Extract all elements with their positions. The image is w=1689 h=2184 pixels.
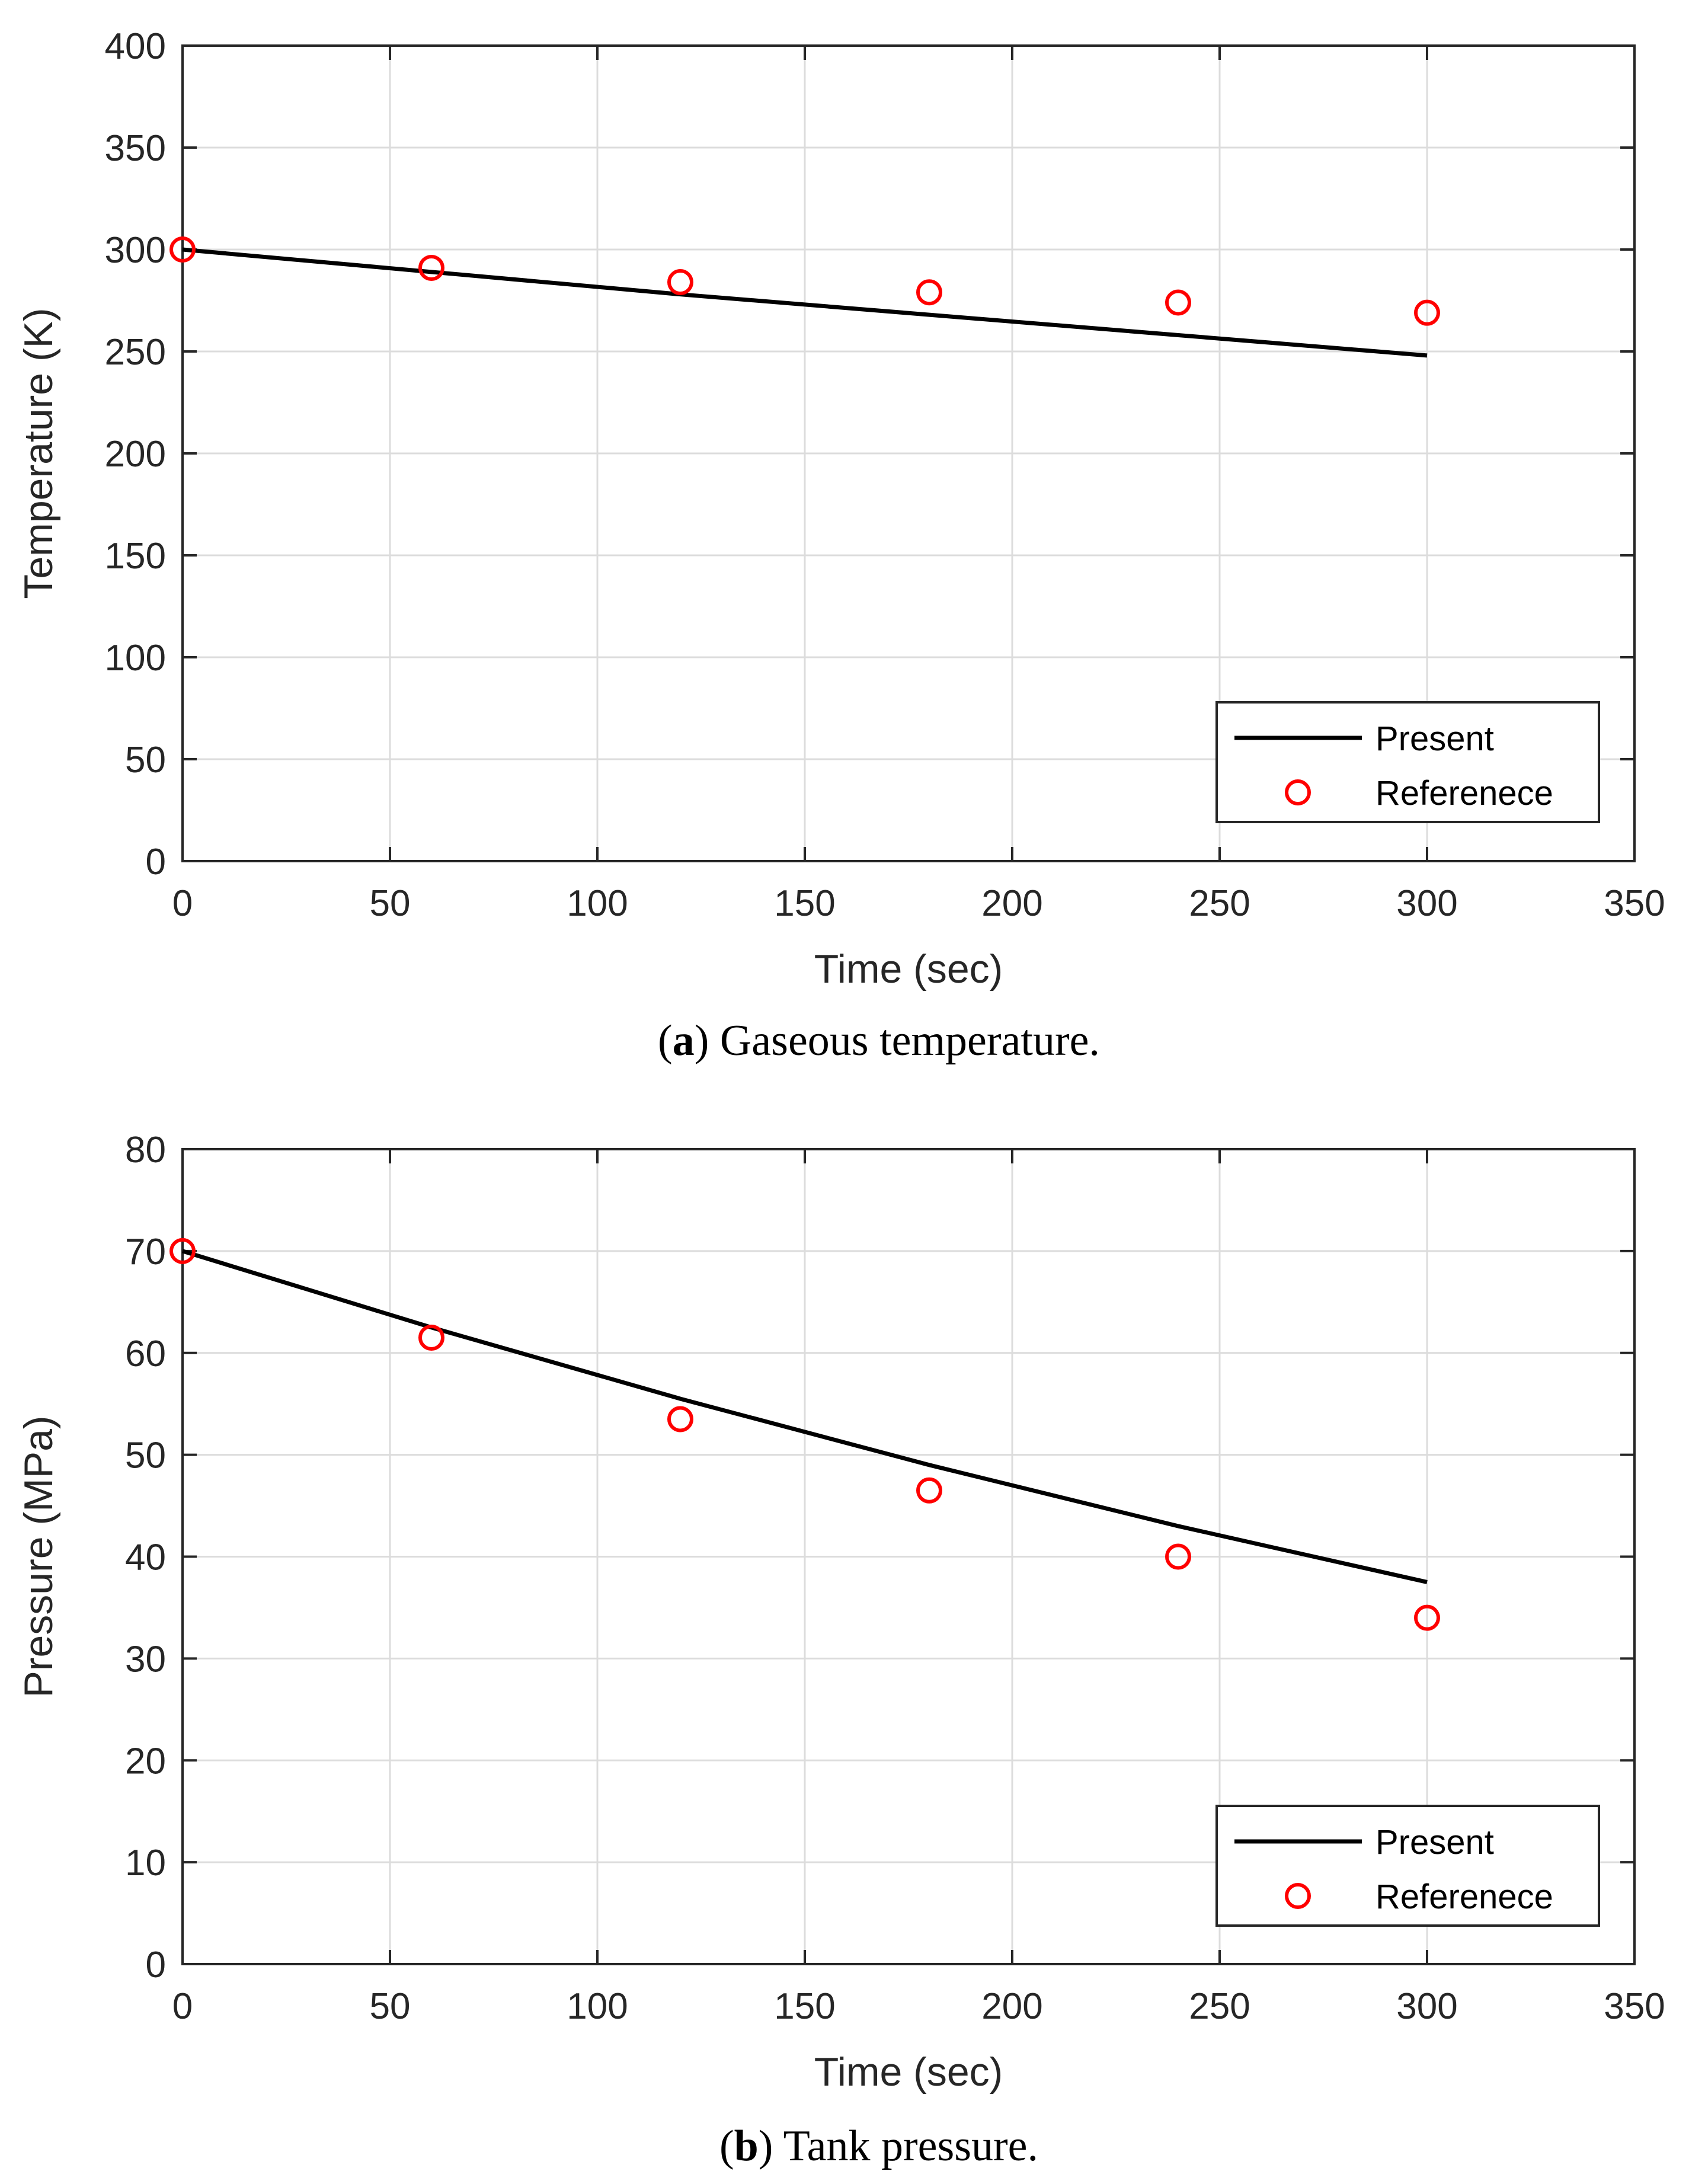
y-tick-label: 250	[105, 332, 166, 373]
reference-point	[1414, 299, 1440, 326]
x-tick-label: 300	[1396, 1986, 1457, 2027]
y-tick-label: 350	[105, 128, 166, 169]
figure-caption: (b) Tank pressure.	[719, 2122, 1038, 2170]
series-line-present	[182, 247, 1428, 358]
y-tick-label: 40	[125, 1537, 166, 1578]
reference-point	[418, 254, 444, 281]
y-tick-label: 10	[125, 1843, 166, 1884]
legend-box	[1215, 701, 1600, 823]
legend-entry-label: Referenece	[1375, 774, 1553, 813]
legend-marker-swatch	[1285, 1883, 1311, 1909]
y-tick-label: 200	[105, 434, 166, 475]
reference-point	[1165, 289, 1191, 316]
reference-point	[667, 1406, 693, 1432]
y-axis-label: Pressure (MPa)	[16, 1415, 61, 1697]
x-tick-label: 50	[370, 1986, 411, 2027]
legend-entry-label: Referenece	[1375, 1878, 1553, 1916]
x-tick-label: 250	[1189, 1986, 1250, 2027]
reference-point	[916, 1477, 942, 1504]
x-tick-label: 350	[1604, 883, 1665, 924]
x-tick-label: 0	[172, 1986, 193, 2027]
x-tick-label: 200	[981, 883, 1042, 924]
caption-letter: b	[734, 2122, 759, 2170]
x-tick-label: 350	[1604, 1986, 1665, 2027]
x-tick-label: 250	[1189, 883, 1250, 924]
y-tick-label: 20	[125, 1741, 166, 1782]
x-axis-label: Time (sec)	[814, 946, 1003, 992]
caption-letter: a	[673, 1016, 695, 1065]
reference-point	[169, 236, 196, 263]
reference-point	[667, 269, 693, 296]
y-tick-label: 150	[105, 536, 166, 577]
y-tick-label: 0	[146, 842, 166, 882]
y-tick-label: 30	[125, 1639, 166, 1680]
x-tick-label: 100	[567, 883, 628, 924]
y-tick-label: 300	[105, 230, 166, 271]
caption-text: Tank pressure.	[783, 2122, 1038, 2170]
reference-point	[1165, 1543, 1191, 1570]
caption-text: Gaseous temperature.	[720, 1016, 1100, 1065]
y-tick-label: 400	[105, 26, 166, 67]
y-tick-label: 80	[125, 1130, 166, 1171]
chart-panel-a: 0 50 100 150 200 250 300 350 0 50 100 150 200 250 300 3…	[16, 26, 1665, 1065]
reference-point	[1414, 1604, 1440, 1631]
x-tick-label: 150	[774, 1986, 835, 2027]
y-tick-label: 60	[125, 1334, 166, 1374]
y-tick-label: 50	[125, 1435, 166, 1476]
legend-box	[1215, 1805, 1600, 1927]
legend-entry-label: Present	[1375, 1823, 1494, 1862]
x-tick-label: 50	[370, 883, 411, 924]
chart-panel-b: 0 50 100 150 200 250 300 350 0 10 20 30 40 50 60 70 80 Ti…	[16, 1130, 1665, 2170]
x-axis-label: Time (sec)	[814, 2049, 1003, 2095]
legend-entry-label: Present	[1375, 720, 1494, 758]
figure-caption: (a) Gaseous temperature.	[658, 1016, 1100, 1065]
y-tick-label: 100	[105, 638, 166, 679]
series-line-present	[181, 1249, 1428, 1584]
x-tick-label: 150	[774, 883, 835, 924]
reference-point	[916, 279, 942, 306]
y-axis-label: Temperature (K)	[16, 308, 61, 599]
x-tick-label: 0	[172, 883, 193, 924]
y-tick-label: 70	[125, 1232, 166, 1272]
y-tick-label: 50	[125, 740, 166, 781]
x-tick-label: 200	[981, 1986, 1042, 2027]
y-tick-label: 0	[146, 1945, 166, 1985]
reference-point	[169, 1238, 196, 1264]
legend-marker-swatch	[1285, 779, 1311, 805]
x-tick-label: 100	[567, 1986, 628, 2027]
x-tick-label: 300	[1396, 883, 1457, 924]
reference-point	[418, 1324, 444, 1351]
